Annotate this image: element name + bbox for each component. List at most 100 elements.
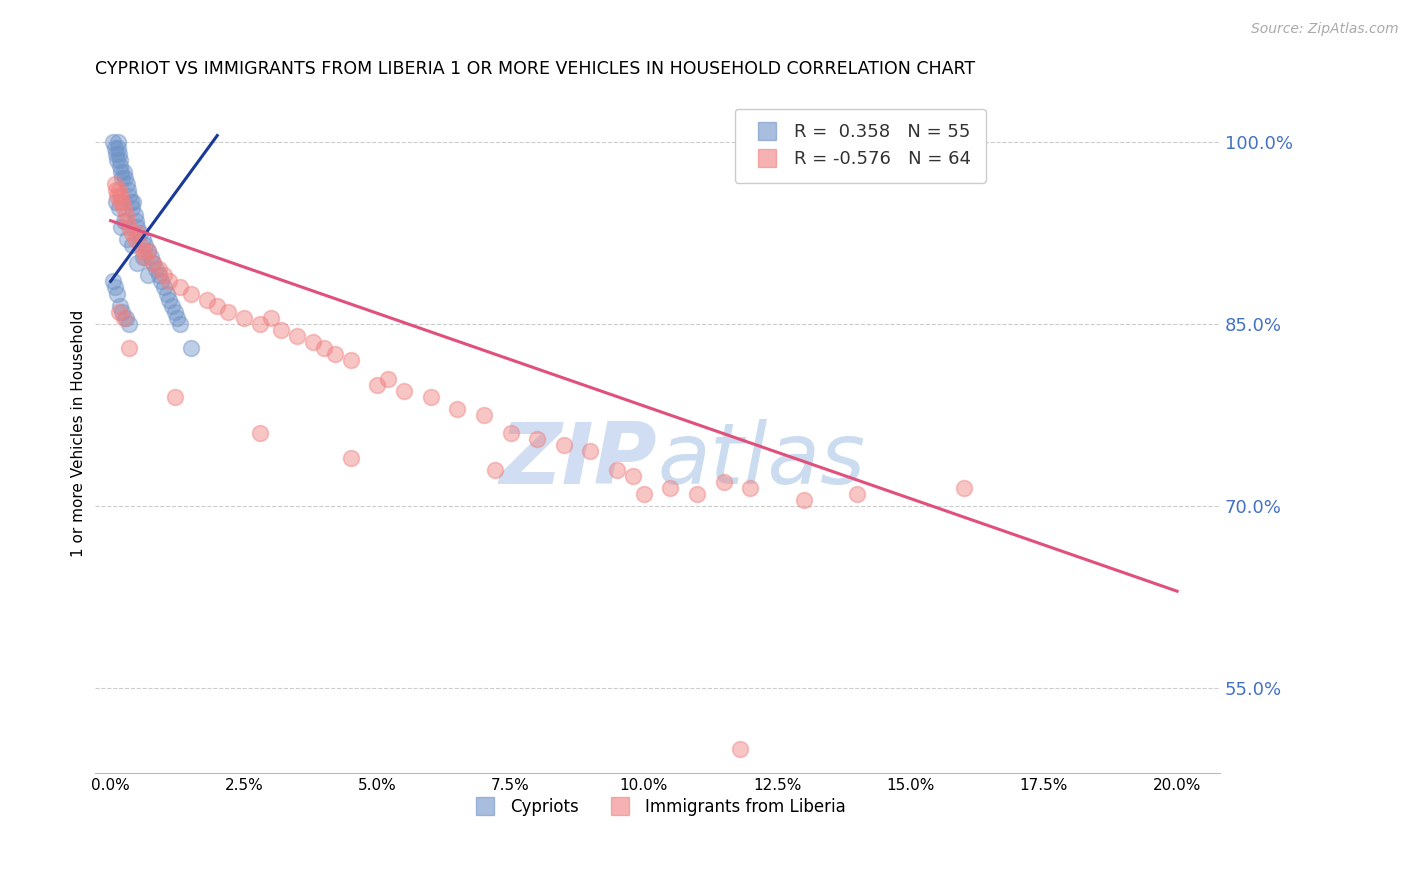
Point — [155, 286, 177, 301]
Point — [134, 238, 156, 252]
Point — [112, 213, 135, 227]
Point — [270, 323, 292, 337]
Point — [579, 444, 602, 458]
Point — [553, 438, 575, 452]
Point — [150, 274, 173, 288]
Point — [846, 487, 869, 501]
Point — [112, 165, 135, 179]
Point — [108, 195, 131, 210]
Point — [107, 304, 129, 318]
Point — [526, 433, 548, 447]
Point — [740, 481, 762, 495]
Point — [484, 463, 506, 477]
Point — [115, 177, 138, 191]
Point — [323, 347, 346, 361]
Point — [659, 481, 682, 495]
Point — [117, 183, 139, 197]
Point — [118, 341, 141, 355]
Point — [134, 250, 156, 264]
Point — [124, 208, 146, 222]
Point — [377, 371, 399, 385]
Text: atlas: atlas — [657, 419, 865, 502]
Point — [110, 189, 132, 203]
Point — [104, 195, 127, 210]
Point — [157, 274, 180, 288]
Point — [111, 171, 134, 186]
Point — [104, 177, 127, 191]
Point — [232, 310, 254, 325]
Point — [686, 487, 709, 501]
Point — [103, 274, 125, 288]
Point — [131, 250, 153, 264]
Point — [728, 742, 751, 756]
Point — [621, 468, 644, 483]
Point — [148, 262, 170, 277]
Point — [127, 226, 149, 240]
Text: ZIP: ZIP — [499, 419, 657, 502]
Point — [118, 189, 141, 203]
Point — [115, 232, 138, 246]
Point — [217, 304, 239, 318]
Point — [259, 310, 281, 325]
Point — [302, 335, 325, 350]
Point — [124, 232, 146, 246]
Point — [195, 293, 218, 307]
Text: Source: ZipAtlas.com: Source: ZipAtlas.com — [1251, 22, 1399, 37]
Point — [107, 183, 129, 197]
Point — [107, 202, 129, 216]
Point — [108, 153, 131, 167]
Legend: Cypriots, Immigrants from Liberia: Cypriots, Immigrants from Liberia — [461, 791, 852, 823]
Point — [285, 329, 308, 343]
Point — [111, 304, 134, 318]
Point — [110, 165, 132, 179]
Text: CYPRIOT VS IMMIGRANTS FROM LIBERIA 1 OR MORE VEHICLES IN HOUSEHOLD CORRELATION C: CYPRIOT VS IMMIGRANTS FROM LIBERIA 1 OR … — [94, 60, 974, 78]
Point — [163, 390, 186, 404]
Point — [110, 219, 132, 234]
Point — [104, 141, 127, 155]
Point — [142, 256, 165, 270]
Point — [148, 268, 170, 283]
Point — [952, 481, 974, 495]
Point — [129, 238, 152, 252]
Point — [127, 256, 149, 270]
Point — [107, 141, 129, 155]
Point — [114, 171, 136, 186]
Point — [125, 213, 148, 227]
Point — [419, 390, 441, 404]
Point — [446, 401, 468, 416]
Point — [472, 408, 495, 422]
Point — [105, 189, 128, 203]
Point — [139, 250, 162, 264]
Point — [107, 146, 129, 161]
Point — [136, 268, 159, 283]
Point — [121, 238, 143, 252]
Point — [153, 280, 176, 294]
Point — [122, 195, 145, 210]
Point — [205, 299, 228, 313]
Point — [111, 195, 134, 210]
Point — [118, 317, 141, 331]
Point — [157, 293, 180, 307]
Point — [145, 262, 167, 277]
Point — [121, 202, 143, 216]
Point — [180, 286, 202, 301]
Point — [104, 146, 127, 161]
Point — [108, 299, 131, 313]
Point — [112, 202, 135, 216]
Point — [142, 256, 165, 270]
Point — [606, 463, 628, 477]
Point — [107, 135, 129, 149]
Point — [166, 310, 188, 325]
Point — [105, 286, 128, 301]
Point — [120, 195, 142, 210]
Point — [713, 475, 735, 489]
Point — [163, 304, 186, 318]
Point — [169, 280, 191, 294]
Point — [160, 299, 183, 313]
Point — [121, 226, 143, 240]
Point — [392, 384, 415, 398]
Point — [633, 487, 655, 501]
Point — [153, 268, 176, 283]
Point — [339, 353, 361, 368]
Point — [169, 317, 191, 331]
